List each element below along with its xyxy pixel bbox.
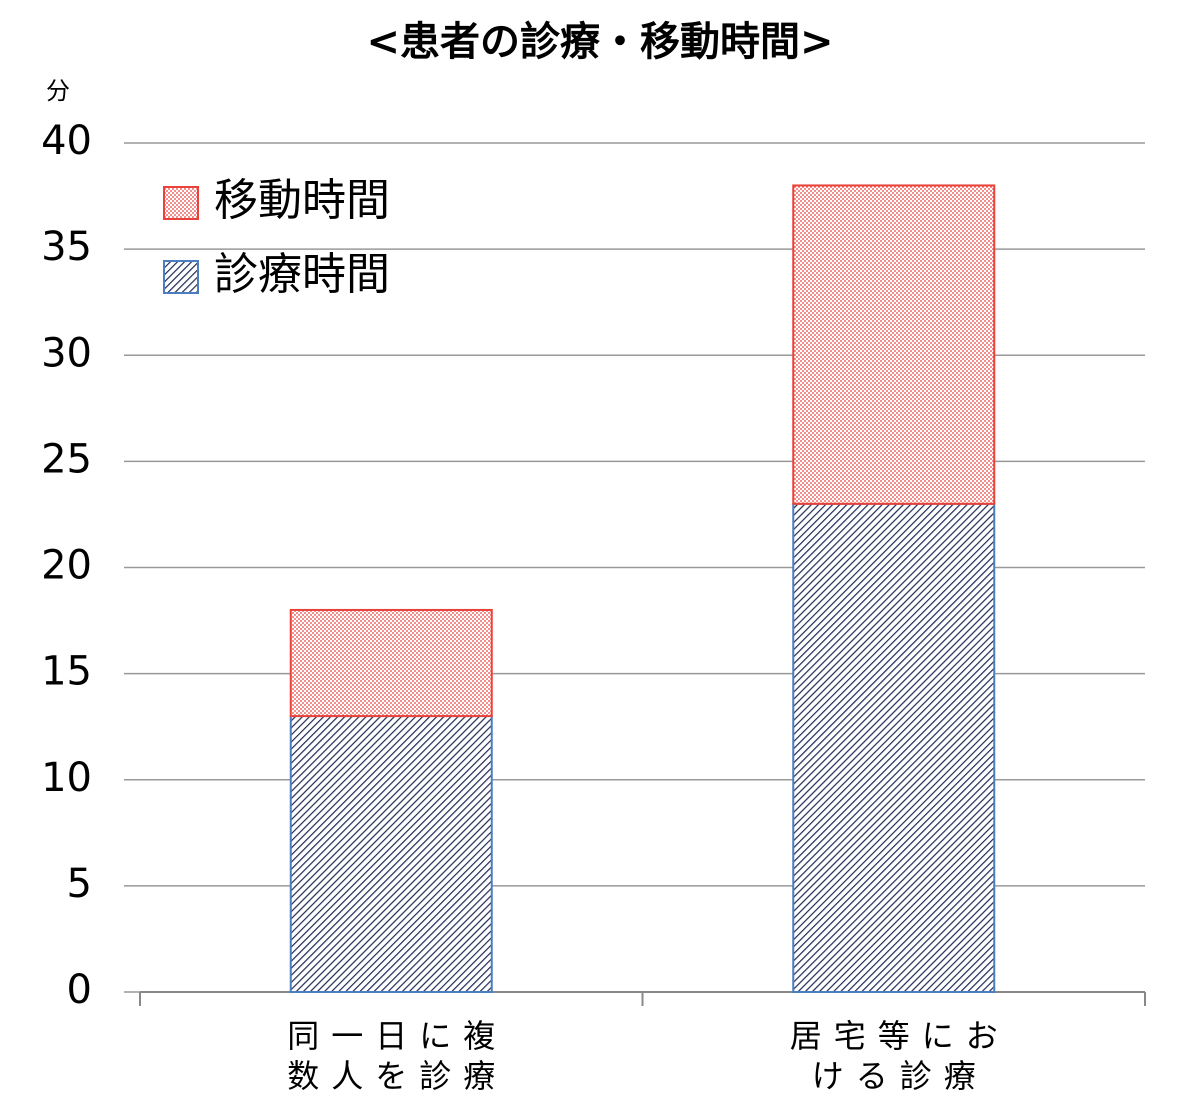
y-tick-label: 35	[41, 224, 92, 270]
bar-segment	[289, 608, 493, 718]
legend-label: 診療時間	[214, 249, 390, 300]
chart-title: <患者の診療・移動時間>	[366, 19, 833, 65]
bar-segment	[289, 715, 493, 993]
y-tick-label: 15	[41, 649, 92, 695]
y-tick-label: 30	[41, 330, 92, 376]
y-tick-label: 5	[67, 861, 92, 907]
legend-swatch	[163, 186, 199, 220]
y-axis-unit: 分	[46, 77, 70, 105]
y-tick-label: 20	[41, 543, 92, 589]
x-tick-label: 同一日に複 数人を診療	[287, 1017, 508, 1095]
x-tick-label: 居宅等にお ける診療	[789, 1017, 1010, 1095]
bar-segment	[792, 502, 996, 993]
y-tick-label: 40	[41, 118, 92, 164]
legend-label: 移動時間	[214, 175, 390, 226]
bar-segment	[792, 184, 996, 505]
y-tick-label: 10	[41, 755, 92, 801]
y-tick-label: 0	[67, 967, 92, 1013]
y-tick-label: 25	[41, 436, 92, 482]
legend-swatch	[163, 260, 199, 294]
